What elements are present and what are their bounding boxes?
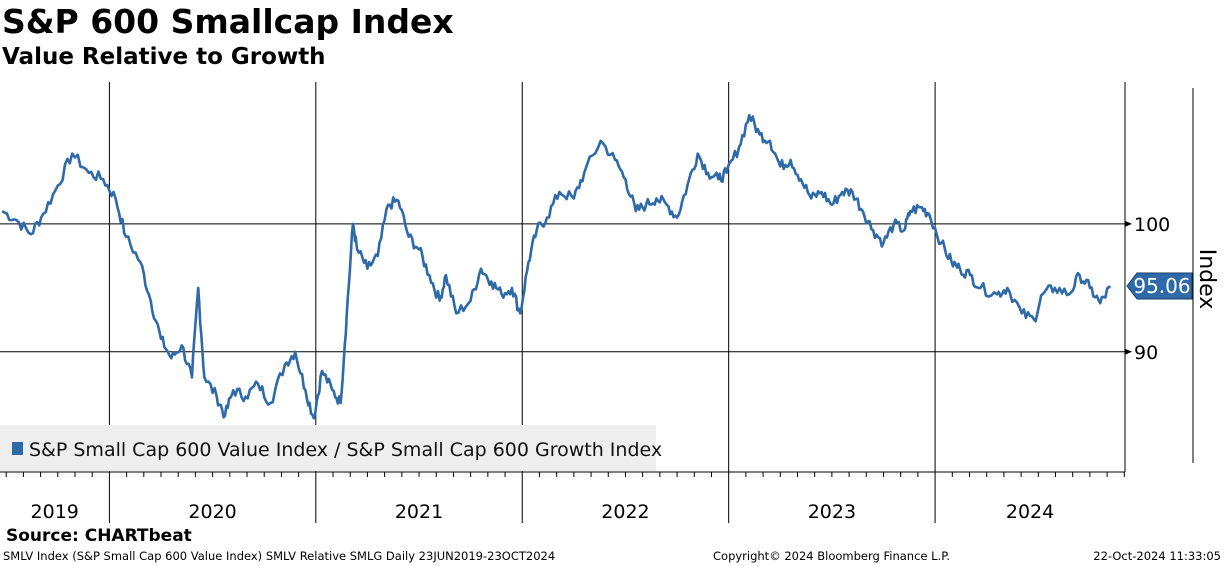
x-axis: 2019 2020 2021 2022 2023 2024 — [5, 472, 1125, 523]
x-tick-label: 2024 — [1006, 501, 1054, 523]
x-tick-label: 2023 — [808, 501, 856, 523]
chart-subtitle: Value Relative to Growth — [2, 44, 326, 70]
legend-label: S&P Small Cap 600 Value Index / S&P Smal… — [29, 439, 662, 461]
x-tick-label: 2019 — [31, 501, 79, 523]
y-axis: 90 100 — [1125, 214, 1170, 364]
series-line — [1, 113, 1111, 420]
source-label: Source: CHARTbeat — [6, 526, 192, 546]
x-tick-label: 2022 — [601, 501, 649, 523]
footer-copyright: Copyright© 2024 Bloomberg Finance L.P. — [713, 549, 950, 563]
y-axis-label: Index — [1194, 249, 1219, 310]
last-value-label: 95.06 — [1133, 274, 1190, 298]
y-tick-label: 90 — [1134, 342, 1158, 364]
y-tick-label: 100 — [1134, 214, 1170, 236]
x-tick-label: 2020 — [188, 501, 236, 523]
last-value-marker: 95.06 — [1126, 272, 1193, 300]
chart-title: S&P 600 Smallcap Index — [2, 2, 454, 41]
legend-box — [0, 425, 656, 471]
legend-swatch — [12, 442, 23, 455]
x-tick-label: 2021 — [395, 501, 443, 523]
footer-description: SMLV Index (S&P Small Cap 600 Value Inde… — [3, 549, 556, 563]
footer-timestamp: 22-Oct-2024 11:33:05 — [1093, 549, 1221, 563]
tick-arrow — [1125, 348, 1132, 355]
plot-frame — [0, 82, 1194, 473]
tick-arrow — [1125, 220, 1132, 227]
last-value-tag — [1126, 272, 1193, 300]
